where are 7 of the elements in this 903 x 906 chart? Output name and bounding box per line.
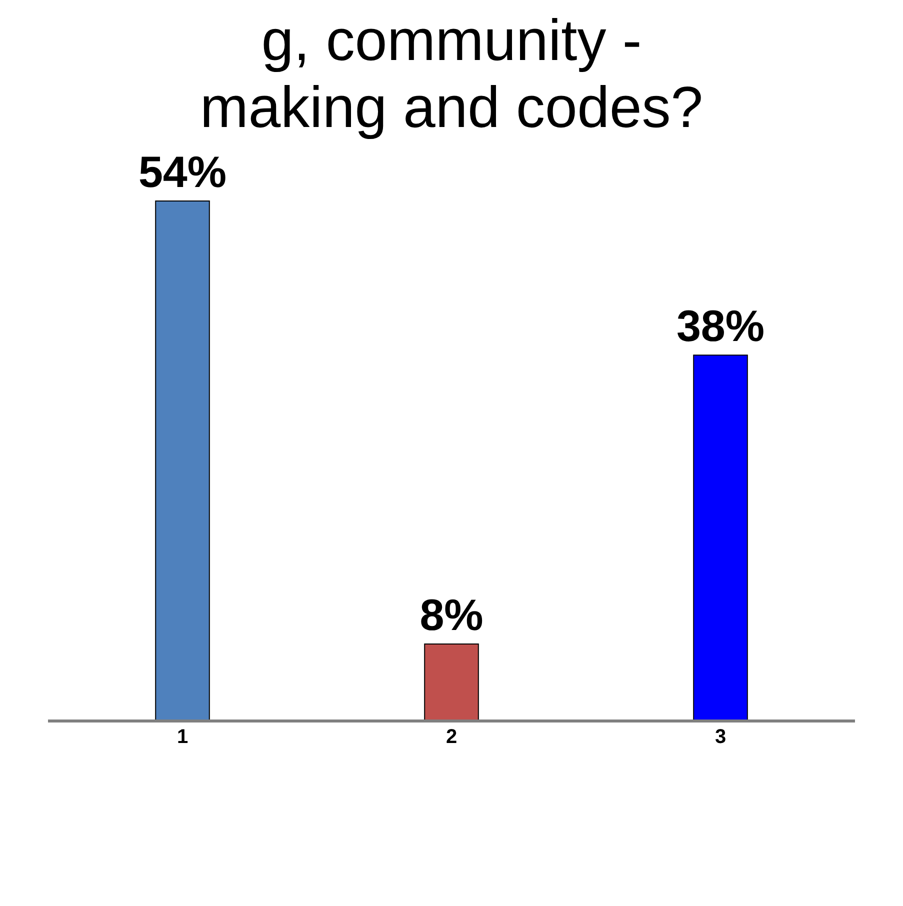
- chart-title: g, community -making and codes?: [199, 8, 704, 142]
- data-label: 54%: [138, 148, 227, 198]
- x-tick-label: 1: [176, 726, 188, 749]
- data-label: 8%: [420, 591, 484, 640]
- x-tick-label: 3: [714, 726, 726, 749]
- data-label: 38%: [676, 302, 765, 352]
- x-tick-label: 2: [446, 726, 458, 749]
